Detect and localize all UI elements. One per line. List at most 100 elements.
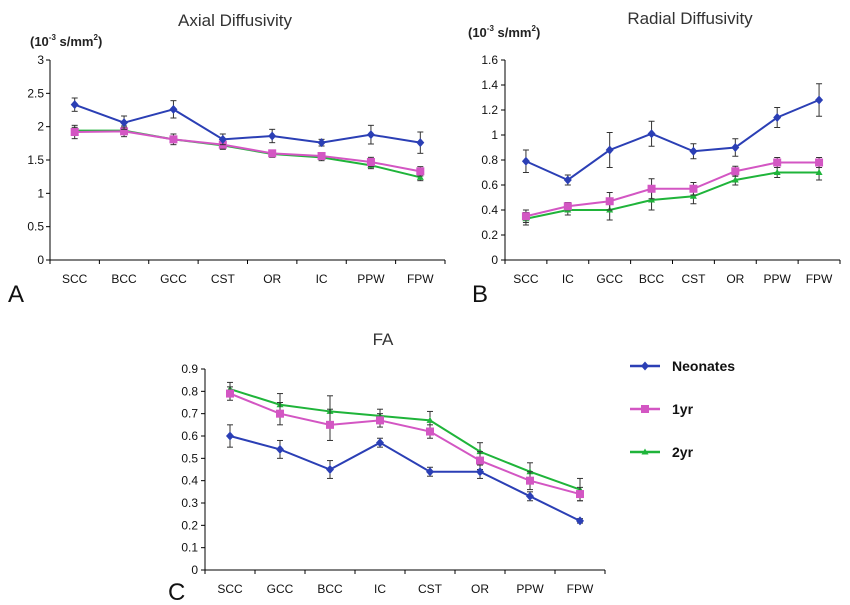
legend: Neonates 1yr 2yr <box>630 358 735 460</box>
legend-marker <box>641 361 649 371</box>
data-point <box>169 104 178 114</box>
series-neonates <box>226 424 584 526</box>
y-tick-label: 0.8 <box>181 384 198 398</box>
x-tick-label: GCC <box>267 582 294 596</box>
data-point <box>648 196 656 203</box>
y-tick-label: 1.4 <box>481 78 498 92</box>
y-tick-label: 2 <box>37 120 44 134</box>
chart-title: Axial Diffusivity <box>178 11 292 30</box>
series-line <box>525 99 820 182</box>
data-point <box>317 152 326 160</box>
data-point <box>70 100 79 110</box>
data-point <box>268 131 277 141</box>
x-tick-label: PPW <box>357 272 385 286</box>
data-point <box>366 158 375 166</box>
series-neonates <box>521 83 824 186</box>
y-tick-label: 0.4 <box>181 474 198 488</box>
legend-marker <box>641 448 649 455</box>
x-tick-label: SCC <box>513 272 539 286</box>
y-tick-label: 0.5 <box>181 451 198 465</box>
series-neonates <box>70 97 425 154</box>
data-point <box>689 192 697 199</box>
data-point <box>773 158 782 167</box>
data-point <box>276 444 284 454</box>
x-tick-label: BCC <box>111 272 137 286</box>
chart-title: FA <box>373 330 394 349</box>
data-point <box>815 158 824 167</box>
x-tick-label: OR <box>471 582 489 596</box>
y-tick-label: 0.9 <box>181 362 198 376</box>
x-tick-label: SCC <box>62 272 88 286</box>
data-point <box>521 212 530 221</box>
series-line <box>525 171 820 220</box>
x-tick-label: CST <box>681 272 706 286</box>
y-tick-label: 0 <box>191 563 198 577</box>
data-point <box>276 409 284 418</box>
y-tick-label: 1.5 <box>27 153 44 167</box>
y-tick-label: 0.4 <box>481 203 498 217</box>
data-point <box>416 138 425 148</box>
data-point <box>426 416 434 423</box>
panel-b-radial-diffusivity: Radial Diffusivity (10-3 s/mm2) B 0 0.2 0.… <box>468 9 841 308</box>
panel-a-axial-diffusivity: Axial Diffusivity (10-3 s/mm2) A 0 0.5 1 1.… <box>8 11 446 308</box>
y-unit-label: (10-3 s/mm2) <box>468 24 540 40</box>
data-point <box>689 146 698 156</box>
x-tick-label: CST <box>211 272 236 286</box>
data-point <box>526 491 534 501</box>
x-tick-label: FPW <box>567 582 594 596</box>
y-tick-label: 0.5 <box>27 220 44 234</box>
data-point <box>317 138 326 148</box>
data-point <box>218 134 227 144</box>
y-tick-label: 2.5 <box>27 86 44 100</box>
legend-label: Neonates <box>672 358 735 374</box>
data-point <box>226 431 234 441</box>
y-tick-label: 1 <box>491 128 498 142</box>
data-point <box>605 145 614 155</box>
series-line <box>74 130 421 173</box>
x-tick-label: OR <box>726 272 744 286</box>
data-point <box>416 167 425 176</box>
data-point <box>563 202 572 211</box>
y-tick-label: 0 <box>37 253 44 267</box>
y-tick-label: 0.2 <box>181 518 198 532</box>
series-line <box>229 435 581 522</box>
data-point <box>773 113 782 122</box>
x-tick-label: IC <box>374 582 386 596</box>
data-point <box>576 490 584 499</box>
x-tick-label: IC <box>316 272 328 286</box>
y-tick-label: 1.6 <box>481 53 498 67</box>
data-point <box>576 516 584 526</box>
x-tick-label: BCC <box>639 272 665 286</box>
y-tick-label: 0.6 <box>181 429 198 443</box>
legend-label: 1yr <box>672 401 694 417</box>
legend-entry-neonates: Neonates <box>630 358 735 374</box>
data-point <box>563 175 572 185</box>
series-line <box>74 103 421 144</box>
legend-entry-2yr: 2yr <box>630 444 694 460</box>
y-tick-label: 0.8 <box>481 153 498 167</box>
data-point <box>70 128 79 136</box>
chart-title: Radial Diffusivity <box>627 9 753 28</box>
x-tick-label: PPW <box>764 272 792 286</box>
data-point <box>226 389 234 398</box>
data-point <box>326 465 334 474</box>
data-point <box>731 167 740 176</box>
data-point <box>376 416 384 425</box>
y-tick-label: 0 <box>491 253 498 267</box>
panel-c-fa: FA C 0 0.1 0.2 0.3 0.4 0.5 0.6 0.7 0.8 0.9 SCC GCC B… <box>168 330 606 605</box>
series-line <box>229 392 581 496</box>
data-point <box>169 135 178 144</box>
y-unit-label: (10-3 s/mm2) <box>30 33 102 49</box>
panel-letter: C <box>168 579 185 605</box>
y-tick-label: 1 <box>37 186 44 200</box>
x-tick-label: FPW <box>407 272 434 286</box>
y-tick-label: 3 <box>37 53 44 67</box>
y-tick-label: 0.3 <box>181 496 198 510</box>
panel-letter: A <box>8 281 24 308</box>
y-tick-label: 0.1 <box>181 541 198 555</box>
data-point <box>815 169 823 175</box>
x-tick-label: CST <box>418 582 443 596</box>
series-1yr <box>521 157 824 223</box>
data-point <box>647 184 656 193</box>
